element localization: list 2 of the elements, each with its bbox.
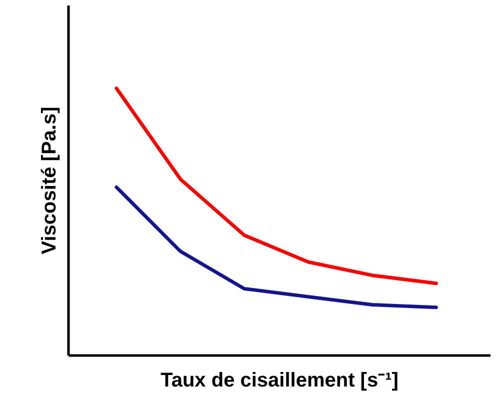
x-axis-title: Taux de cisaillement [s⁻¹] bbox=[160, 370, 398, 392]
y-axis-title: Viscosité [Pa.s] bbox=[38, 106, 60, 254]
